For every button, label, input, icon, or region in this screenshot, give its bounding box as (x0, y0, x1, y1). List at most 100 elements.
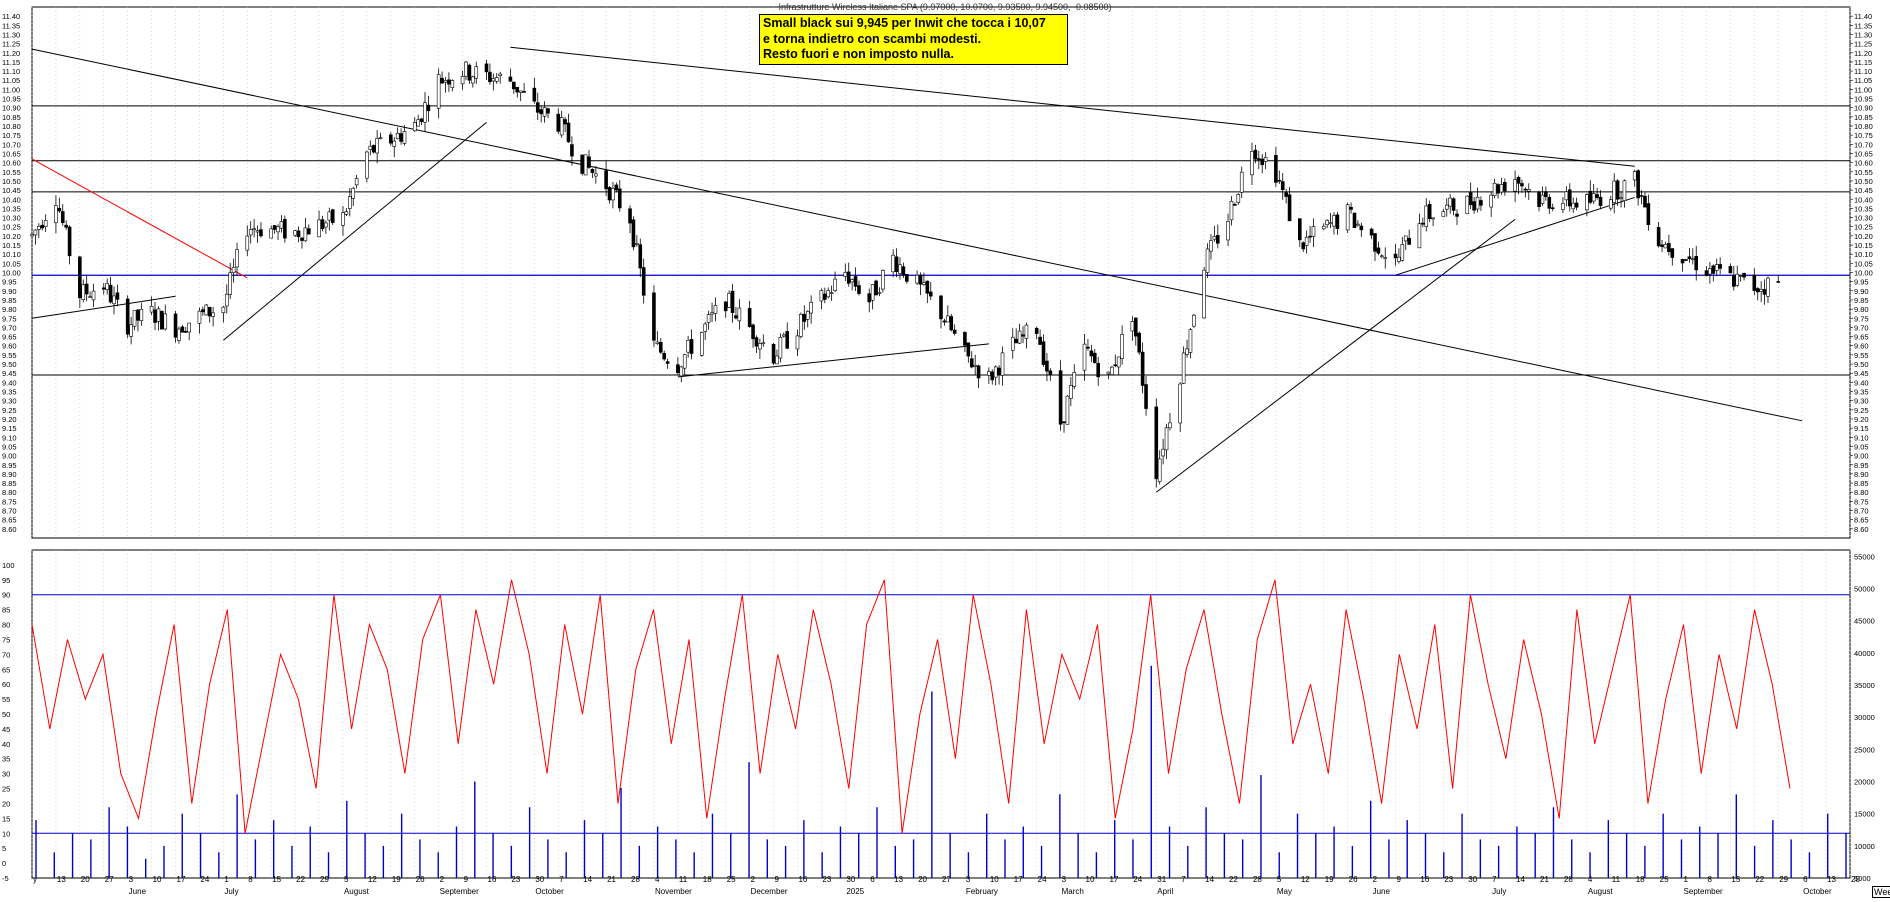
y-tick-label-left: 11.35 (2, 21, 20, 30)
y-tick-label-left: 9.15 (2, 424, 17, 433)
osc-tick-label: 100 (2, 561, 15, 570)
y-tick-label-left: 9.65 (2, 333, 17, 342)
candle-body (1691, 258, 1695, 261)
y-tick-label-right: 9.80 (1854, 305, 1869, 314)
x-tick-label: 17 (1014, 875, 1023, 884)
candle-body (351, 187, 356, 199)
candle-body (1236, 194, 1241, 203)
x-tick-label: 3 (1062, 875, 1067, 884)
candle-body (1253, 149, 1258, 160)
candle-body (723, 301, 728, 312)
y-tick-label-right: 8.90 (1854, 470, 1869, 479)
osc-tick-label: 35 (2, 755, 10, 764)
candle-body (231, 266, 236, 274)
y-tick-label-left: 8.90 (2, 470, 17, 479)
candle-body (1116, 356, 1121, 368)
candle-body (1407, 237, 1411, 245)
y-tick-label-left: 10.75 (2, 131, 21, 140)
candle-body (1643, 195, 1647, 208)
candle-body (556, 113, 561, 132)
candle-body (1567, 189, 1572, 207)
candle-body (1359, 225, 1364, 231)
y-tick-label-left: 10.20 (2, 232, 21, 241)
trend-line (1395, 196, 1635, 276)
candle-body (993, 366, 998, 378)
x-tick-label: 13 (894, 875, 903, 884)
candle-body (641, 267, 646, 296)
y-tick-label-right: 10.95 (1854, 95, 1873, 104)
candle-body (1397, 256, 1401, 262)
x-tick-label: 23 (511, 875, 520, 884)
candle-body (419, 118, 424, 123)
candle-body (727, 292, 731, 308)
y-tick-label-right: 9.70 (1854, 323, 1869, 332)
candle-body (1489, 194, 1493, 208)
candle-body (484, 63, 489, 73)
y-tick-label-left: 10.05 (2, 259, 21, 268)
candle-body (1680, 259, 1685, 264)
candle-body (778, 336, 783, 359)
candle-body (1229, 200, 1234, 221)
candle-body (1048, 370, 1053, 375)
candle-body (1588, 190, 1593, 203)
candle-body (389, 134, 393, 144)
x-tick-label: 22 (296, 875, 305, 884)
candle-body (395, 133, 400, 140)
y-tick-label-left: 11.30 (2, 30, 20, 39)
candle-body (64, 224, 68, 228)
candle-body (515, 86, 520, 93)
x-tick-label: 30 (1468, 875, 1477, 884)
candle-body (1615, 180, 1620, 200)
candle-body (1670, 248, 1675, 258)
y-tick-label-right: 9.40 (1854, 378, 1869, 387)
candle-body (368, 145, 373, 150)
volume-tick-label: 20000 (1854, 778, 1875, 787)
candle-body (139, 309, 144, 321)
candle-body (255, 230, 260, 233)
candle-body (703, 323, 708, 332)
candle-body (187, 322, 191, 333)
y-tick-label-left: 8.85 (2, 479, 17, 488)
candle-body (494, 77, 499, 82)
candle-body (1010, 336, 1015, 351)
candle-body (1622, 180, 1627, 201)
y-tick-label-right: 10.10 (1854, 250, 1873, 259)
x-month-label: October (535, 887, 564, 896)
candle-body (628, 208, 632, 224)
candle-body (1738, 275, 1743, 277)
x-tick-label: 20 (918, 875, 927, 884)
candle-body (303, 227, 308, 242)
candle-body (112, 295, 116, 305)
candle-body (317, 219, 321, 238)
candle-body (918, 275, 923, 285)
candle-body (1034, 327, 1039, 334)
candle-body (1503, 182, 1507, 192)
candle-body (1687, 256, 1692, 260)
candle-body (928, 291, 933, 297)
candle-body (399, 133, 403, 142)
x-tick-label: 14 (1205, 875, 1214, 884)
candle-body (559, 117, 564, 136)
candle-body (655, 341, 660, 344)
candle-body (1110, 366, 1114, 375)
x-tick-label: 26 (416, 875, 425, 884)
x-tick-label: 24 (1038, 875, 1047, 884)
y-tick-label-left: 10.25 (2, 223, 21, 232)
candle-body (1516, 176, 1521, 184)
candle-body (1188, 329, 1193, 353)
y-tick-label-left: 10.35 (2, 204, 21, 213)
candle-body (1157, 458, 1162, 482)
candle-body (997, 367, 1001, 376)
y-tick-label-right: 11.20 (1854, 49, 1872, 58)
y-tick-label-left: 11.00 (2, 85, 20, 94)
candle-body (1492, 182, 1497, 197)
candle-body (1595, 194, 1599, 198)
osc-tick-label: 55 (2, 695, 10, 704)
osc-tick-label: 95 (2, 576, 10, 585)
y-tick-label-right: 8.70 (1854, 507, 1869, 516)
x-tick-label: 2 (751, 875, 756, 884)
y-tick-label-right: 10.55 (1854, 168, 1873, 177)
y-tick-label-left: 9.30 (2, 397, 17, 406)
candle-body (276, 226, 280, 233)
candle-body (795, 335, 800, 350)
